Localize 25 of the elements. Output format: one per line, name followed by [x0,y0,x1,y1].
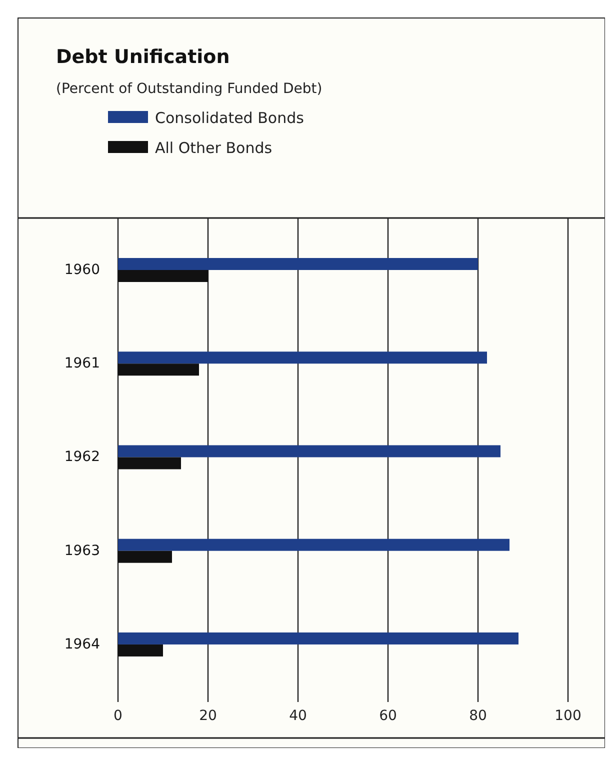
bar [118,352,487,364]
bar [118,538,510,551]
bar [118,550,172,563]
y-tick-label: 1960 [64,262,100,278]
bar [118,364,199,376]
bar [118,644,163,656]
x-tick-label: 60 [379,708,397,724]
bar [118,258,478,270]
x-tick-label: 100 [554,708,582,724]
chart-title: Debt Unification [56,46,230,68]
x-tick-label: 0 [114,708,122,724]
bar [118,445,500,458]
y-tick-label: 1962 [64,449,100,466]
bar [118,632,518,644]
legend-label: Consolidated Bonds [155,109,304,127]
x-tick-label: 80 [469,708,487,724]
legend-label: All Other Bonds [155,139,272,157]
bar [118,457,181,470]
y-tick-label: 1963 [64,542,100,559]
x-tick-label: 40 [289,708,307,724]
x-tick-label: 20 [199,708,217,724]
y-tick-label: 1961 [64,356,100,372]
y-tick-label: 1964 [64,636,100,652]
bar [118,270,208,282]
chart-subtitle: (Percent of Outstanding Funded Debt) [56,81,322,97]
